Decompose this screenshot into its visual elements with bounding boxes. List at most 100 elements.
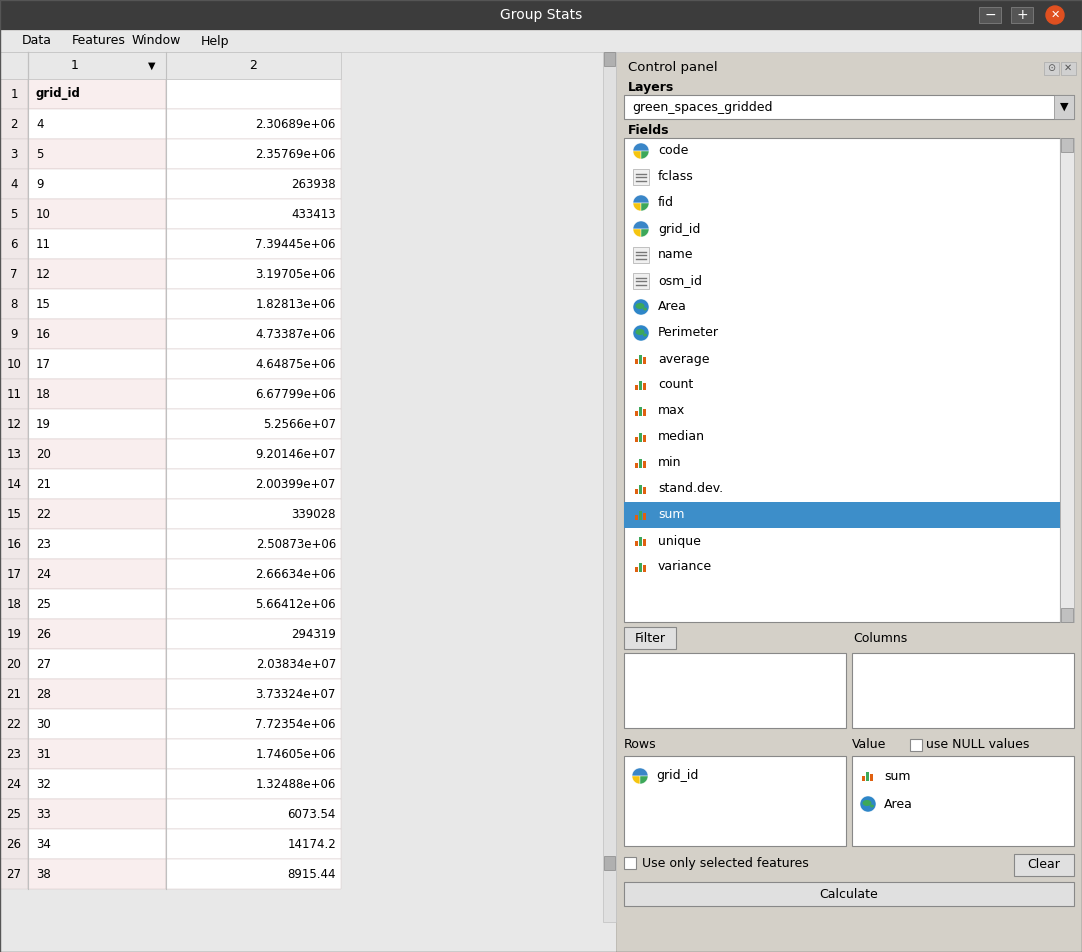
Text: 8915.44: 8915.44 <box>288 867 337 881</box>
Text: 20: 20 <box>36 447 51 461</box>
Text: 20: 20 <box>6 658 22 670</box>
Bar <box>166 229 341 259</box>
Bar <box>28 379 166 409</box>
Bar <box>643 435 646 442</box>
Bar <box>166 829 341 859</box>
Bar <box>633 169 649 185</box>
Text: 7: 7 <box>10 268 17 281</box>
Bar <box>643 357 646 364</box>
Bar <box>643 461 646 468</box>
Bar <box>604 856 615 870</box>
Ellipse shape <box>643 307 647 310</box>
Text: 2: 2 <box>10 117 17 130</box>
Text: 433413: 433413 <box>291 208 337 221</box>
Text: average: average <box>658 352 710 366</box>
Bar <box>166 499 341 529</box>
Bar <box>166 469 341 499</box>
Bar <box>0 30 1082 52</box>
Text: fclass: fclass <box>658 170 694 184</box>
Bar <box>604 52 615 66</box>
Text: 17: 17 <box>6 567 22 581</box>
Bar <box>0 589 28 619</box>
Bar <box>624 95 1074 119</box>
Bar <box>866 772 869 781</box>
Bar <box>166 409 341 439</box>
Text: median: median <box>658 430 705 444</box>
Bar <box>28 499 166 529</box>
Text: 2.66634e+06: 2.66634e+06 <box>255 567 337 581</box>
Wedge shape <box>633 229 641 237</box>
Bar <box>0 739 28 769</box>
Bar <box>28 799 166 829</box>
Bar <box>0 409 28 439</box>
Text: Rows: Rows <box>624 739 657 751</box>
Wedge shape <box>633 195 649 203</box>
Text: 5: 5 <box>11 208 17 221</box>
Wedge shape <box>633 203 641 211</box>
Text: Perimeter: Perimeter <box>658 327 720 340</box>
Bar <box>0 829 28 859</box>
Bar <box>639 355 642 364</box>
Wedge shape <box>632 776 639 784</box>
Bar <box>624 653 846 728</box>
Bar <box>28 739 166 769</box>
Bar <box>0 289 28 319</box>
Text: 32: 32 <box>36 778 51 790</box>
Circle shape <box>633 325 649 341</box>
Text: 7.39445e+06: 7.39445e+06 <box>255 237 337 250</box>
Bar <box>1061 608 1073 622</box>
Wedge shape <box>633 221 649 229</box>
Bar <box>0 799 28 829</box>
Wedge shape <box>641 203 649 211</box>
Text: min: min <box>658 457 682 469</box>
Text: Area: Area <box>884 798 913 810</box>
Ellipse shape <box>862 800 871 806</box>
Bar <box>910 739 922 751</box>
Bar <box>1060 138 1074 622</box>
Text: Columns: Columns <box>853 631 907 645</box>
Circle shape <box>860 796 876 812</box>
Text: 25: 25 <box>6 807 22 821</box>
Text: 6073.54: 6073.54 <box>288 807 337 821</box>
Bar <box>870 774 873 781</box>
Text: Use only selected features: Use only selected features <box>642 857 808 869</box>
Bar <box>643 383 646 390</box>
Text: 2: 2 <box>250 59 258 72</box>
Text: Window: Window <box>132 34 182 48</box>
Bar <box>166 679 341 709</box>
Bar <box>28 829 166 859</box>
Bar <box>28 79 166 109</box>
Text: 4.73387e+06: 4.73387e+06 <box>255 327 337 341</box>
Bar <box>0 559 28 589</box>
Text: 25: 25 <box>36 598 51 610</box>
Bar <box>28 859 166 889</box>
Bar <box>0 259 28 289</box>
Bar <box>166 109 341 139</box>
Bar <box>0 169 28 199</box>
Text: sum: sum <box>658 508 685 522</box>
Text: 16: 16 <box>6 538 22 550</box>
Text: 2.50873e+06: 2.50873e+06 <box>255 538 337 550</box>
Text: 13: 13 <box>6 447 22 461</box>
Text: 16: 16 <box>36 327 51 341</box>
Text: 21: 21 <box>6 687 22 701</box>
Bar <box>633 247 649 263</box>
Bar <box>166 439 341 469</box>
Bar <box>166 379 341 409</box>
Text: Data: Data <box>22 34 52 48</box>
Text: sum: sum <box>884 769 910 783</box>
Text: 3.73324e+07: 3.73324e+07 <box>255 687 337 701</box>
Bar <box>633 273 649 289</box>
Bar <box>166 769 341 799</box>
Text: 23: 23 <box>36 538 51 550</box>
Bar <box>635 463 638 468</box>
Bar <box>166 259 341 289</box>
Text: stand.dev.: stand.dev. <box>658 483 723 495</box>
Bar <box>624 502 1060 528</box>
Text: 8: 8 <box>11 297 17 310</box>
Bar <box>0 649 28 679</box>
Text: 294319: 294319 <box>291 627 337 641</box>
Bar <box>635 359 638 364</box>
Text: code: code <box>658 145 688 157</box>
Text: 34: 34 <box>36 838 51 850</box>
